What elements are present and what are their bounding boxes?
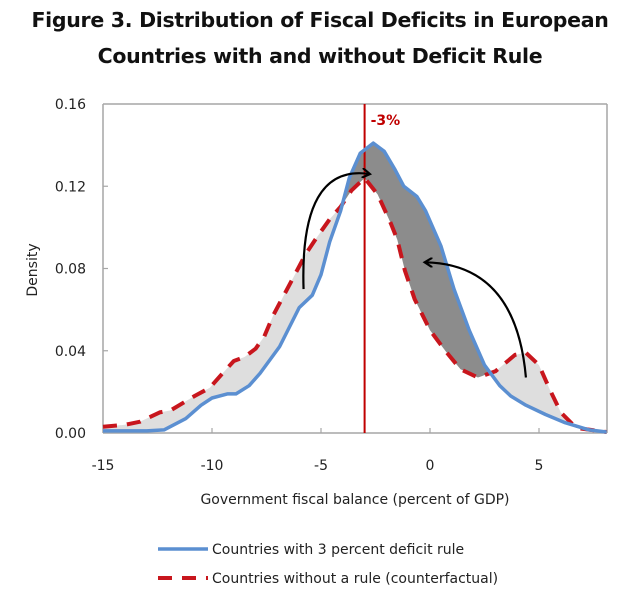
x-tick-label: -10 — [201, 458, 224, 474]
legend-label-rule: Countries with 3 percent deficit rule — [212, 542, 464, 558]
y-tick-label: 0.08 — [55, 262, 86, 278]
x-axis-title: Government fiscal balance (percent of GD… — [200, 492, 509, 508]
y-axis-title: Density — [25, 243, 41, 296]
series-line-rule — [103, 141, 607, 434]
x-tick-label: 5 — [535, 458, 544, 474]
x-tick-label: -15 — [92, 458, 115, 474]
y-tick-label: 0.16 — [55, 97, 86, 113]
axes: 0.00 0.04 0.08 0.12 0.16 -15 -10 -5 0 5 — [55, 97, 608, 474]
arrow-left-to-peak — [302, 173, 369, 290]
chart-title-line-2: Countries with and without Deficit Rule — [97, 44, 543, 68]
series-lines: -3% — [102, 104, 607, 434]
x-tick-label: 0 — [426, 458, 435, 474]
series-line-no-rule — [102, 176, 607, 434]
y-tick-label: 0.04 — [55, 344, 86, 360]
shade-rule-below — [491, 352, 574, 426]
threshold-label: -3% — [371, 113, 401, 129]
arrow-right-to-center — [426, 262, 528, 378]
legend-label-no-rule: Countries without a rule (counterfactual… — [212, 571, 498, 587]
shade-rule-below — [103, 202, 343, 431]
y-tick-label: 0.12 — [55, 179, 86, 195]
x-tick-label: -5 — [314, 458, 328, 474]
chart-title-line-1: Figure 3. Distribution of Fiscal Deficit… — [31, 8, 609, 32]
y-tick-label: 0.00 — [55, 426, 86, 442]
annotations — [302, 173, 528, 378]
legend: Countries with 3 percent deficit rule Co… — [158, 542, 498, 587]
shade-rule-above — [342, 143, 492, 378]
